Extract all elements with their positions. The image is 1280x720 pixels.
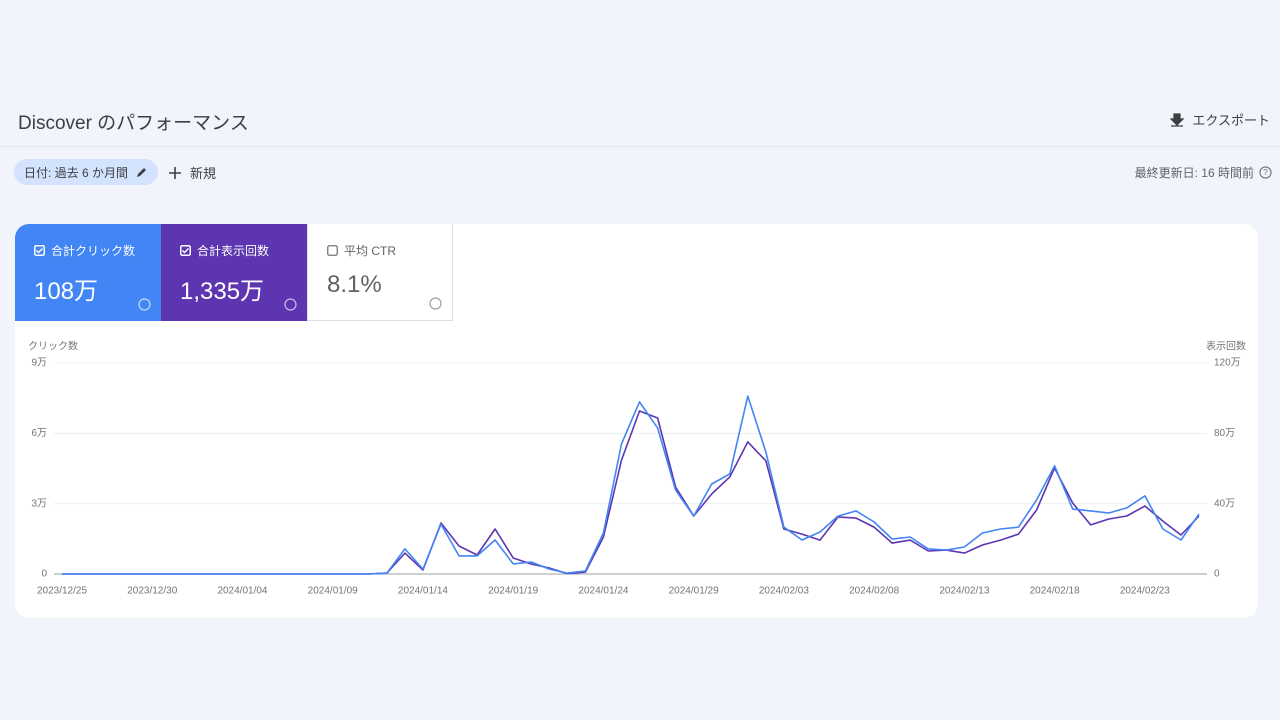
series-line: [62, 395, 1200, 575]
x-tick-label: 2024/02/18: [1030, 586, 1080, 597]
y-tick-label: 3万: [31, 498, 47, 509]
new-label: 新規: [190, 166, 217, 181]
help-icon[interactable]: [429, 297, 442, 310]
date-filter[interactable]: 日付: 過去 6 か月間: [14, 159, 159, 185]
series-line: [62, 410, 1200, 575]
x-tick-label: 2024/01/19: [488, 586, 538, 597]
y2-tick-label: 120万: [1214, 358, 1241, 369]
help-icon[interactable]: ?: [1259, 166, 1272, 179]
date-label: 日付: 過去 6 か月間: [24, 165, 129, 180]
x-tick-label: 2024/02/08: [849, 586, 899, 597]
x-tick-label: 2024/01/14: [398, 586, 448, 597]
metric-impressions[interactable]: 合計表示回数 1,335万: [161, 224, 307, 321]
y2-axis-title: 表示回数: [1206, 340, 1246, 353]
y2-tick-label: 40万: [1214, 498, 1235, 509]
x-tick-label: 2024/01/09: [308, 586, 358, 597]
metric-value: 8.1%: [327, 271, 382, 298]
x-tick-label: 2024/02/23: [1120, 586, 1170, 597]
y-tick-label: 6万: [31, 428, 47, 439]
x-tick-label: 2024/01/29: [669, 586, 719, 597]
new-filter[interactable]: 新規: [168, 163, 216, 182]
export-label: エクスポート: [1192, 113, 1270, 128]
metric-value: 108万: [34, 278, 99, 305]
metric-ctr[interactable]: 平均 CTR 8.1%: [307, 224, 453, 321]
metric-clicks[interactable]: 合計クリック数 108万: [15, 224, 161, 321]
help-icon[interactable]: [284, 298, 297, 311]
performance-card: 合計クリック数 108万 合計表示回数 1,335万 平均 CTR 8.1%: [15, 224, 1258, 618]
metric-label: 合計クリック数: [51, 244, 136, 258]
last-updated: 最終更新日: 16 時間前 ?: [1135, 164, 1272, 181]
checkbox[interactable]: [180, 245, 191, 256]
edit-icon: [137, 168, 147, 177]
x-tick-label: 2024/01/24: [578, 586, 628, 597]
download-icon: [1170, 112, 1185, 127]
y-axis-title: クリック数: [28, 340, 78, 353]
updated-label: 最終更新日: 16 時間前: [1134, 166, 1254, 180]
y-tick-label: 0: [41, 569, 47, 580]
help-icon[interactable]: [138, 298, 151, 311]
x-tick-label: 2024/01/04: [217, 586, 267, 597]
x-tick-label: 2024/02/03: [759, 586, 809, 597]
metric-value: 1,335万: [180, 278, 265, 305]
x-tick-label: 2023/12/30: [127, 586, 177, 597]
svg-text:?: ?: [1263, 167, 1268, 177]
checkbox[interactable]: [34, 245, 45, 256]
export-button[interactable]: エクスポート: [1170, 110, 1270, 129]
x-tick-label: 2024/02/13: [939, 586, 989, 597]
page-title: Discover のパフォーマンス: [18, 113, 249, 134]
y2-tick-label: 0: [1214, 569, 1220, 580]
divider: [0, 146, 1280, 147]
y2-tick-label: 80万: [1214, 428, 1235, 439]
plus-icon: [169, 166, 181, 179]
x-tick-label: 2023/12/25: [37, 586, 87, 597]
y-tick-label: 9万: [31, 358, 47, 369]
checkbox[interactable]: [327, 245, 338, 256]
metric-label: 合計表示回数: [197, 244, 270, 258]
metric-label: 平均 CTR: [344, 244, 396, 258]
